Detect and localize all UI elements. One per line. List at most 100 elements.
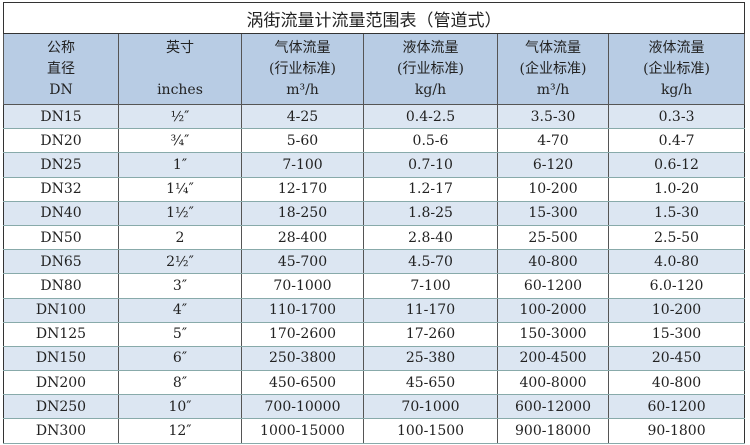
table-cell: DN32 [3, 176, 119, 202]
table-cell: DN200 [3, 370, 119, 396]
header-line: (行业标准) [269, 60, 336, 77]
table-cell: 70-1000 [241, 273, 364, 299]
header-inches: 英寸 inches [118, 33, 242, 105]
table-cell: 250-3800 [241, 345, 364, 372]
table-row: DN50 2 28-400 2.8-40 25-500 2.5-50 [3, 224, 746, 251]
table-row: DN32 1¼″ 12-170 1.2-17 10-200 1.0-20 [3, 176, 746, 202]
header-dn: 公称直径 DN [3, 33, 119, 105]
table-cell: 28-400 [241, 224, 364, 251]
table-cell: 2.8-40 [363, 224, 498, 251]
table-cell: 1.2-17 [363, 176, 498, 202]
table-row: DN15 ½″ 4-25 0.4-2.5 3.5-30 0.3-3 [3, 103, 746, 130]
table-cell: 40-800 [607, 370, 746, 396]
table-cell: 45-700 [241, 249, 364, 275]
table-cell: 4″ [118, 297, 242, 323]
table-cell: 45-650 [363, 370, 498, 396]
table-cell: 10-200 [497, 176, 609, 202]
header-line: 直径 [47, 60, 75, 77]
table-row: DN25 1″ 7-100 0.7-10 6-120 0.6-12 [3, 152, 746, 178]
table-cell: 0.3-3 [607, 103, 746, 130]
table-row: DN125 5″ 170-2600 17-260 150-3000 15-300 [3, 321, 746, 347]
table-cell: 3″ [118, 273, 242, 299]
header-gas-industry: 气体流量 (行业标准) m³/h [241, 33, 364, 105]
table-cell: 1½″ [118, 200, 242, 226]
table-cell: 1.8-25 [363, 200, 498, 226]
table-cell: 1″ [118, 152, 242, 178]
table-cell: 600-12000 [497, 394, 609, 420]
table-row: DN65 2½″ 45-700 4.5-70 40-800 4.0-80 [3, 249, 746, 275]
table-cell: 0.4-2.5 [363, 103, 498, 130]
table-row: DN100 4″ 110-1700 11-170 100-2000 10-200 [3, 297, 746, 323]
table-cell: 18-250 [241, 200, 364, 226]
table-cell: 6″ [118, 345, 242, 372]
table-row: DN150 6″ 250-3800 25-380 200-4500 20-450 [3, 345, 746, 372]
table-cell: 25-500 [497, 224, 609, 251]
table-cell: DN100 [3, 297, 119, 323]
header-gas-enterprise: 气体流量 (企业标准) m³/h [497, 33, 609, 105]
header-line: (企业标准) [643, 60, 710, 77]
table-cell: 17-260 [363, 321, 498, 347]
header-line: m³/h [536, 81, 570, 98]
header-line: 液体流量 [402, 39, 459, 56]
table-cell: 4.0-80 [607, 249, 746, 275]
table-cell: DN50 [3, 224, 119, 251]
table-cell: 2½″ [118, 249, 242, 275]
table-cell: 40-800 [497, 249, 609, 275]
table-cell: 15-300 [607, 321, 746, 347]
table-cell: 15-300 [497, 200, 609, 226]
table-cell: 3.5-30 [497, 103, 609, 130]
table-cell: 2.5-50 [607, 224, 746, 251]
table-cell: 7-100 [363, 273, 498, 299]
table-cell: 10″ [118, 394, 242, 420]
table-cell: 1.5-30 [607, 200, 746, 226]
table-cell: 0.7-10 [363, 152, 498, 178]
table-cell: 150-3000 [497, 321, 609, 347]
table-cell: 6-120 [497, 152, 609, 178]
table-cell: 90-1800 [607, 418, 746, 444]
header-line: kg/h [660, 81, 693, 98]
table-cell: 2 [118, 224, 242, 251]
header-line: (行业标准) [397, 60, 464, 77]
header-liquid-enterprise: 液体流量 (企业标准) kg/h [607, 33, 746, 105]
table-row: DN300 12″ 1000-15000 100-1500 900-18000 90-18… [3, 418, 746, 444]
header-line: 液体流量 [648, 39, 705, 56]
table-cell: 11-170 [363, 297, 498, 323]
table-cell: 170-2600 [241, 321, 364, 347]
table-cell: 450-6500 [241, 370, 364, 396]
table-cell: 70-1000 [363, 394, 498, 420]
table-cell: ¾″ [118, 128, 242, 154]
table-cell: 0.4-7 [607, 128, 746, 154]
table-cell: 400-8000 [497, 370, 609, 396]
table-cell: DN250 [3, 394, 119, 420]
table-cell: DN25 [3, 152, 119, 178]
table-row: DN40 1½″ 18-250 1.8-25 15-300 1.5-30 [3, 200, 746, 226]
table-cell: DN40 [3, 200, 119, 226]
table-cell: 10-200 [607, 297, 746, 323]
table-cell: 110-1700 [241, 297, 364, 323]
header-line: m³/h [286, 81, 319, 98]
table-cell: 100-2000 [497, 297, 609, 323]
header-line [119, 59, 241, 80]
table-cell: 8″ [118, 370, 242, 396]
header-row: 公称 直径 DN 英寸 inches 气体流量 (行业标准) m³/h 液体流量 (行业标准) k… [3, 33, 746, 105]
table-cell: 100-1500 [363, 418, 498, 444]
table-cell: DN65 [3, 249, 119, 275]
table-row: DN250 10″ 700-10000 70-1000 600-12000 60-1200 [3, 394, 746, 420]
table-cell: 4-25 [241, 103, 364, 130]
table-cell: 25-380 [363, 345, 498, 372]
table-cell: 0.5-6 [363, 128, 498, 154]
table-row: DN200 8″ 450-6500 45-650 400-8000 40-800 [3, 370, 746, 396]
header-line: DN [49, 81, 73, 98]
header-line: inches [157, 81, 203, 98]
table-cell: DN150 [3, 345, 119, 372]
table-cell: 20-450 [607, 345, 746, 372]
table-cell: 0.6-12 [607, 152, 746, 178]
table-cell: DN15 [3, 103, 119, 130]
table-cell: DN80 [3, 273, 119, 299]
table-cell: 900-18000 [497, 418, 609, 444]
header-line: 公称 [47, 39, 75, 56]
header-line: 英寸 [166, 39, 194, 56]
table-cell: 5-60 [241, 128, 364, 154]
table-cell: 7-100 [241, 152, 364, 178]
